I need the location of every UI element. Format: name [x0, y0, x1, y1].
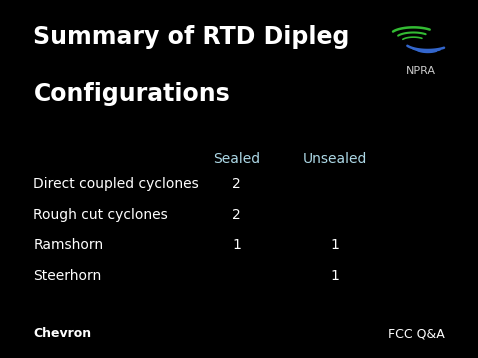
Text: NPRA: NPRA: [406, 66, 435, 76]
Text: Direct coupled cyclones: Direct coupled cyclones: [33, 177, 199, 191]
Text: 1: 1: [330, 238, 339, 252]
Text: 2: 2: [232, 208, 241, 222]
Text: FCC Q&A: FCC Q&A: [388, 327, 445, 340]
Text: 1: 1: [330, 268, 339, 282]
Text: Rough cut cyclones: Rough cut cyclones: [33, 208, 168, 222]
Text: 2: 2: [232, 177, 241, 191]
Text: Unsealed: Unsealed: [303, 152, 367, 166]
Text: 1: 1: [232, 238, 241, 252]
Text: Ramshorn: Ramshorn: [33, 238, 104, 252]
Text: Steerhorn: Steerhorn: [33, 268, 102, 282]
Text: Sealed: Sealed: [213, 152, 260, 166]
Text: Summary of RTD Dipleg: Summary of RTD Dipleg: [33, 25, 350, 49]
Text: Chevron: Chevron: [33, 327, 92, 340]
Text: Configurations: Configurations: [33, 82, 230, 106]
